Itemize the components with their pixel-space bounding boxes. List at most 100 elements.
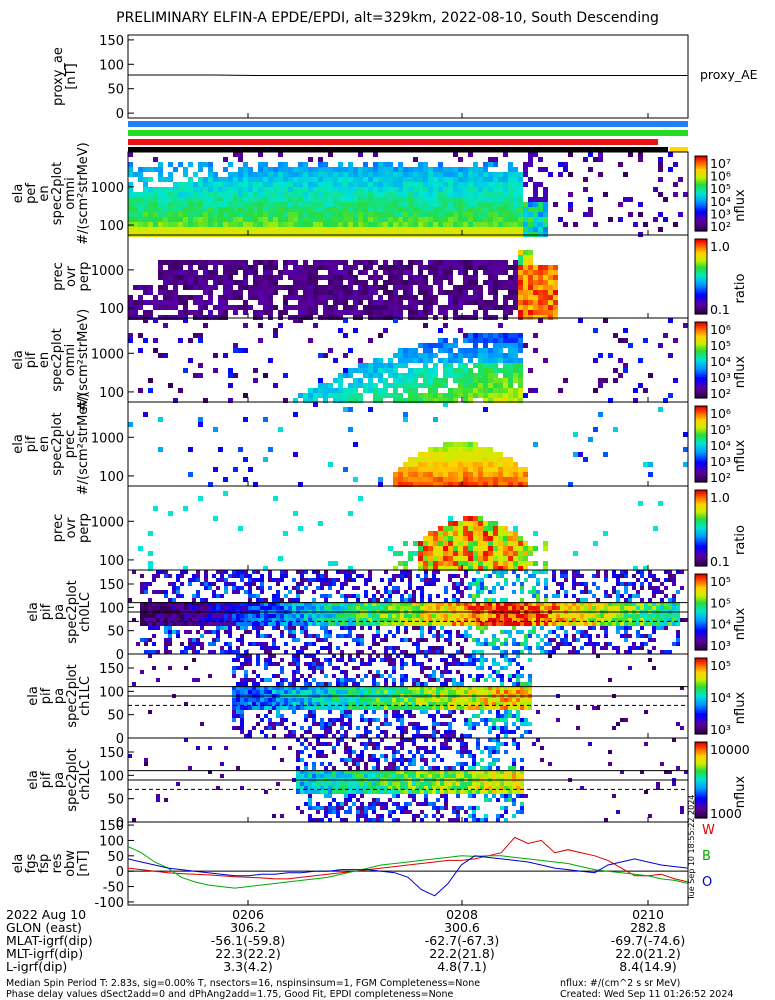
heatmap-cell [488, 157, 493, 162]
heatmap-cell [212, 650, 216, 654]
heatmap-cell [518, 393, 523, 398]
heatmap-cell [552, 646, 556, 650]
heatmap-cell [188, 222, 193, 227]
heatmap-cell [293, 412, 298, 417]
heatmap-cell [184, 602, 188, 606]
heatmap-cell [652, 646, 656, 650]
heatmap-cell [498, 378, 503, 383]
heatmap-cell [158, 290, 163, 295]
heatmap-cell [453, 192, 458, 197]
heatmap-cell [383, 280, 388, 285]
heatmap-cell [288, 217, 293, 222]
heatmap-cell [403, 363, 408, 368]
heatmap-cell [398, 467, 403, 472]
heatmap-cell [313, 217, 318, 222]
heatmap-cell [248, 686, 252, 690]
heatmap-cell [533, 280, 538, 285]
heatmap-cell [543, 222, 548, 227]
heatmap-cell [148, 217, 153, 222]
heatmap-cell [238, 295, 243, 300]
heatmap-cell [183, 182, 188, 187]
heatmap-cell [343, 300, 348, 305]
heatmap-cell [524, 622, 528, 626]
heatmap-cell [400, 602, 404, 606]
heatmap-cell [152, 634, 156, 638]
heatmap-cell [443, 192, 448, 197]
heatmap-cell [660, 598, 664, 602]
heatmap-cell [193, 373, 198, 378]
heatmap-cell [253, 378, 258, 383]
heatmap-cell [343, 318, 348, 323]
heatmap-cell [456, 574, 460, 578]
heatmap-cell [223, 260, 228, 265]
heatmap-cell [564, 578, 568, 582]
heatmap-cell [476, 578, 480, 582]
heatmap-cell [448, 638, 452, 642]
heatmap-cell [408, 353, 413, 358]
heatmap-cell [328, 310, 333, 315]
heatmap-cell [236, 570, 240, 574]
heatmap-cell [188, 642, 192, 646]
heatmap-cell [612, 622, 616, 626]
heatmap-cell [324, 622, 328, 626]
heatmap-cell [408, 606, 412, 610]
heatmap-cell [518, 222, 523, 227]
heatmap-cell [352, 622, 356, 626]
heatmap-cell [198, 338, 203, 343]
heatmap-cell [584, 618, 588, 622]
heatmap-cell [208, 618, 212, 622]
heatmap-cell [473, 338, 478, 343]
heatmap-cell [248, 177, 253, 182]
heatmap-cell [532, 614, 536, 618]
heatmap-cell [373, 393, 378, 398]
heatmap-cell [356, 598, 360, 602]
heatmap-cell [643, 566, 648, 571]
heatmap-cell [393, 280, 398, 285]
heatmap-cell [298, 192, 303, 197]
heatmap-cell [280, 618, 284, 622]
heatmap-cell [153, 187, 158, 192]
heatmap-cell [133, 192, 138, 197]
heatmap-cell [188, 202, 193, 207]
heatmap-cell [343, 222, 348, 227]
heatmap-cell [344, 622, 348, 626]
heatmap-cell [428, 646, 432, 650]
heatmap-cell [463, 172, 468, 177]
heatmap-cell [284, 678, 288, 682]
heatmap-cell [243, 305, 248, 310]
heatmap-cell [628, 650, 632, 654]
heatmap-cell [223, 197, 228, 202]
heatmap-cell [293, 197, 298, 202]
heatmap-cell [468, 172, 473, 177]
heatmap-cell [343, 353, 348, 358]
heatmap-cell [463, 398, 468, 403]
heatmap-cell [393, 353, 398, 358]
heatmap-cell [328, 602, 332, 606]
heatmap-cell [276, 594, 280, 598]
heatmap-cell [338, 270, 343, 275]
heatmap-cell [438, 546, 443, 551]
heatmap-cell [252, 726, 256, 730]
heatmap-cell [188, 275, 193, 280]
heatmap-cell [463, 290, 468, 295]
heatmap-cell [243, 310, 248, 315]
heatmap-cell [403, 265, 408, 270]
heatmap-cell [264, 622, 268, 626]
heatmap-cell [456, 614, 460, 618]
heatmap-cell [152, 590, 156, 594]
heatmap-cell [493, 368, 498, 373]
heatmap-cell [596, 586, 600, 590]
heatmap-cell [218, 310, 223, 315]
heatmap-cell [463, 300, 468, 305]
heatmap-cell [358, 152, 363, 157]
heatmap-cell [608, 642, 612, 646]
heatmap-cell [293, 172, 298, 177]
heatmap-cell [252, 594, 256, 598]
heatmap-cell [628, 614, 632, 618]
heatmap-cell [283, 172, 288, 177]
heatmap-cell [333, 172, 338, 177]
heatmap-cell [458, 157, 463, 162]
heatmap-cell [552, 594, 556, 598]
heatmap-cell [493, 260, 498, 265]
heatmap-cell [283, 162, 288, 167]
